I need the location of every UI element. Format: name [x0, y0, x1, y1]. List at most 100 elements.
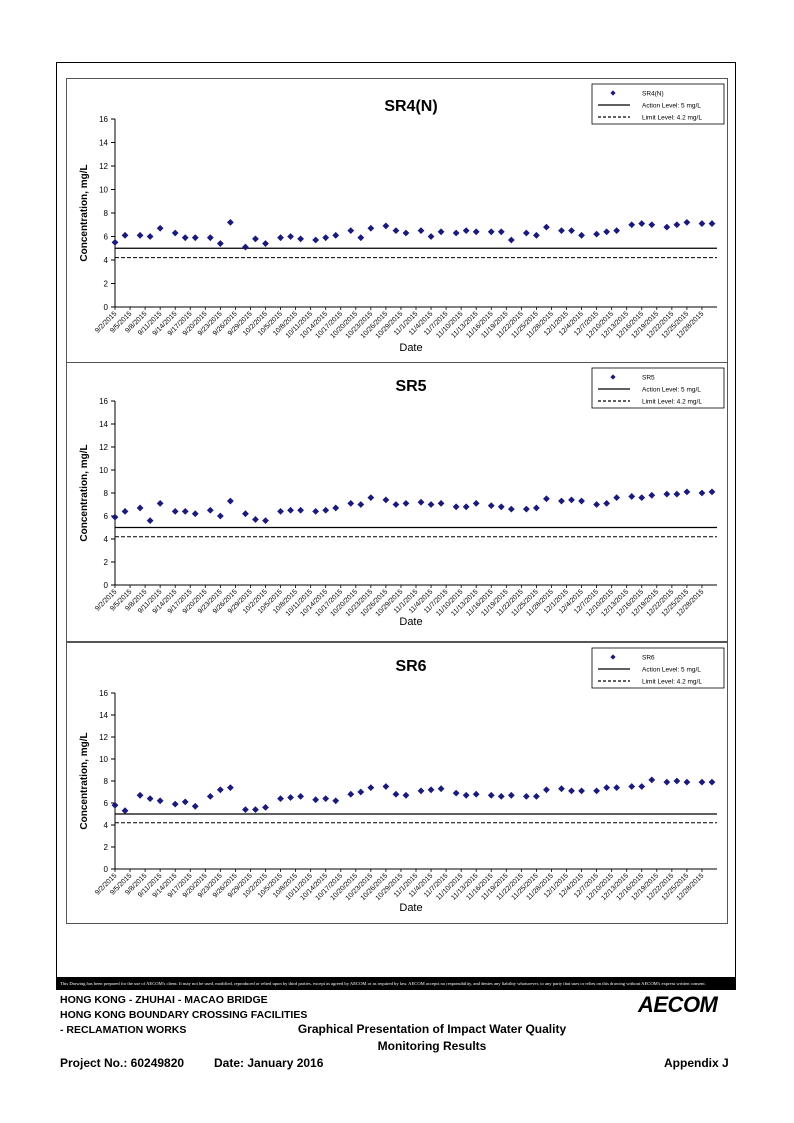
data-point — [683, 488, 691, 496]
data-point — [322, 506, 330, 514]
data-point — [367, 224, 375, 232]
data-point — [181, 798, 189, 806]
data-point — [156, 224, 164, 232]
y-tick-label: 2 — [104, 280, 109, 289]
data-point — [252, 806, 259, 813]
data-point — [663, 490, 671, 498]
data-point — [628, 783, 636, 790]
data-point — [462, 791, 470, 799]
data-point — [628, 221, 636, 229]
data-point — [663, 223, 671, 231]
data-point — [578, 787, 585, 795]
data-point — [487, 502, 495, 510]
data-point — [472, 499, 480, 507]
y-axis-title: Concentration, mg/L — [79, 164, 90, 261]
data-point — [191, 234, 199, 242]
chart-title: SR6 — [395, 658, 426, 675]
y-tick-label: 16 — [99, 115, 108, 124]
data-point — [558, 497, 565, 505]
data-point — [638, 220, 646, 227]
data-point — [437, 785, 445, 793]
data-point — [206, 506, 214, 514]
data-point — [191, 802, 199, 810]
data-point — [206, 234, 214, 242]
data-point — [367, 784, 375, 791]
data-point — [181, 234, 189, 242]
data-point — [472, 228, 480, 236]
x-axis-title: Date — [399, 902, 422, 914]
legend-label: Limit Level: 4.2 mg/L — [642, 399, 702, 406]
data-point — [332, 504, 340, 512]
data-point — [111, 238, 119, 246]
data-point — [497, 228, 505, 236]
y-tick-label: 8 — [104, 489, 109, 498]
data-point — [708, 220, 716, 227]
y-tick-label: 6 — [104, 233, 109, 242]
data-point — [277, 795, 284, 802]
data-point — [533, 504, 540, 512]
data-point — [332, 797, 340, 805]
data-point — [522, 793, 530, 800]
data-point — [367, 494, 375, 501]
y-tick-label: 16 — [99, 397, 108, 406]
disclaimer-bar: This Drawing has been prepared for the u… — [56, 977, 736, 990]
y-axis-title: Concentration, mg/L — [79, 732, 90, 829]
data-point — [558, 785, 565, 793]
data-point — [613, 494, 621, 501]
legend-label: Action Level: 5 mg/L — [642, 387, 701, 394]
y-tick-label: 16 — [99, 689, 108, 698]
data-point — [698, 778, 706, 786]
data-point — [216, 512, 224, 520]
data-point — [603, 228, 611, 236]
data-point — [392, 501, 400, 508]
data-point — [146, 233, 154, 240]
project-title-line-2: HONG KONG BOUNDARY CROSSING FACILITIES — [60, 1009, 308, 1021]
data-point — [613, 784, 621, 791]
data-point — [613, 227, 621, 235]
data-point — [111, 513, 119, 521]
data-point — [543, 495, 550, 503]
data-point — [472, 790, 480, 798]
legend-label: Action Level: 5 mg/L — [642, 667, 701, 674]
data-point — [603, 784, 611, 791]
data-point — [216, 240, 224, 247]
data-point — [121, 807, 129, 815]
data-point — [487, 791, 495, 799]
data-point — [392, 790, 400, 798]
chart-panel-sr4n: SR4(N) 0 2 4 6 8 10 12 14 16 Concentration, mg/L 9/… — [66, 78, 728, 364]
data-point — [533, 793, 540, 800]
data-point — [522, 505, 530, 513]
data-point — [578, 231, 585, 239]
data-point — [543, 786, 550, 794]
y-tick-label: 2 — [104, 558, 109, 567]
data-point — [628, 493, 636, 500]
data-point — [287, 794, 294, 801]
data-point — [402, 499, 410, 507]
data-point — [277, 234, 284, 242]
data-point — [216, 786, 224, 794]
data-point — [287, 233, 294, 240]
data-point — [312, 508, 320, 515]
chart-title: SR5 — [395, 378, 426, 395]
project-title-line-1: HONG KONG - ZHUHAI - MACAO BRIDGE — [60, 994, 268, 1006]
data-point — [262, 804, 269, 811]
chart-title: SR4(N) — [384, 98, 437, 115]
y-tick-label: 4 — [104, 256, 109, 265]
data-point — [603, 499, 611, 507]
data-point — [698, 220, 706, 227]
y-tick-label: 8 — [104, 777, 109, 786]
data-point — [191, 510, 199, 518]
data-point — [427, 786, 435, 794]
chart-panel-sr5: SR5 0 2 4 6 8 10 12 14 16 Concentration, mg/L 9/2/2… — [66, 362, 728, 642]
data-point — [156, 499, 164, 507]
data-point — [382, 783, 390, 790]
data-point — [382, 496, 390, 504]
project-number: Project No.: 60249820 — [60, 1056, 185, 1070]
data-point — [683, 219, 691, 226]
data-point — [452, 229, 460, 237]
data-point — [648, 221, 656, 229]
data-point — [156, 797, 164, 805]
data-point — [593, 501, 600, 508]
caption-line-2: Monitoring Results — [377, 1039, 487, 1053]
y-tick-label: 12 — [99, 733, 108, 742]
